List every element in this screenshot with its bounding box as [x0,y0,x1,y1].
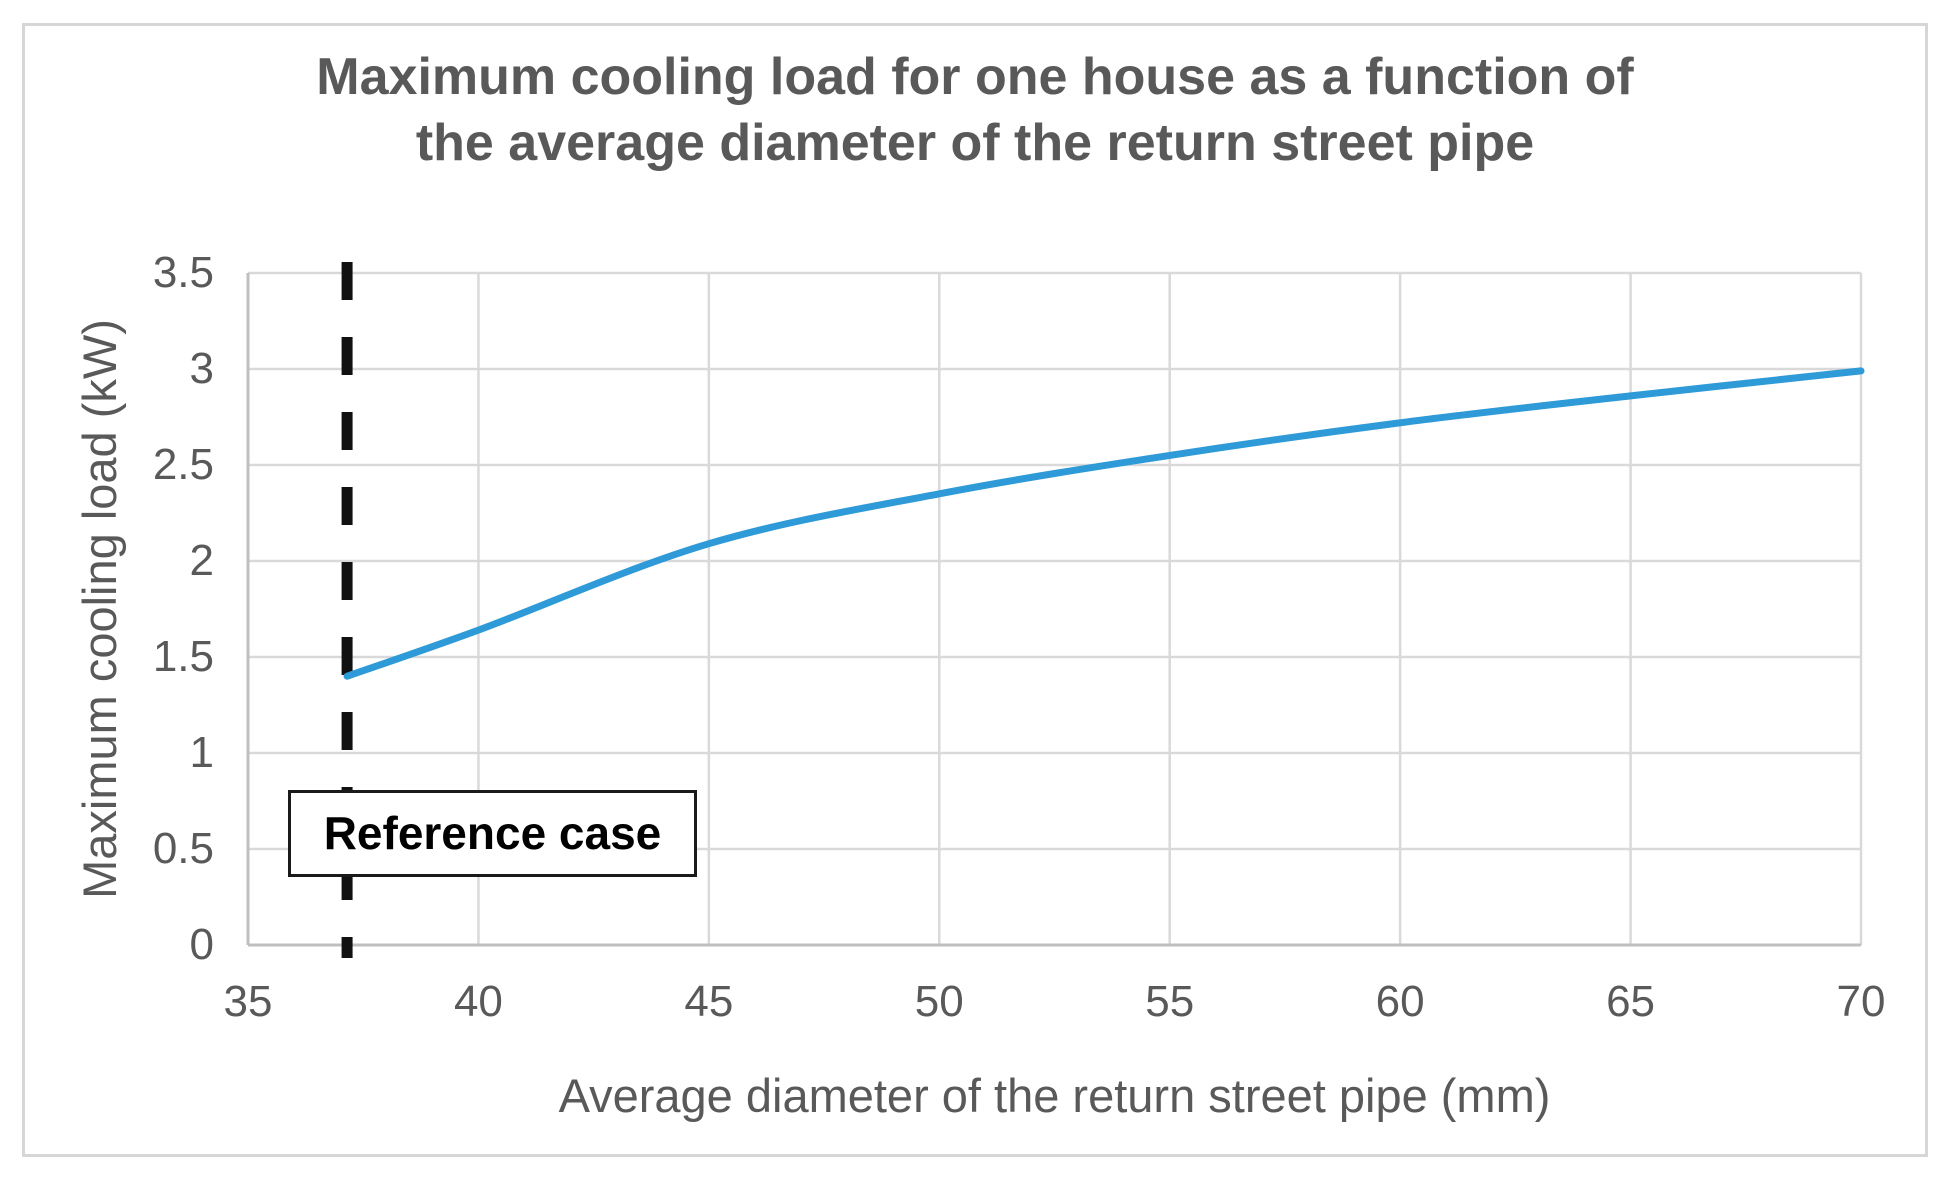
y-tick-label: 2.5 [152,440,214,489]
x-axis-title: Average diameter of the return street pi… [558,1069,1551,1122]
series-path [343,367,1865,680]
x-tick-label: 50 [914,977,964,1026]
series-line [343,367,1865,680]
y-axis-title: Maximum cooling load (kW) [73,319,126,899]
y-tick-label: 1.5 [152,632,214,681]
y-tick-label: 0 [189,920,214,969]
y-tick-label: 0.5 [152,824,214,873]
y-tick-label: 1 [189,728,214,777]
axis-lines [246,273,1861,947]
x-tick-label: 55 [1145,977,1195,1026]
chart-title-line-2: the average diameter of the return stree… [415,114,1535,172]
reference-case-box: Reference case [288,790,697,877]
y-tick-labels: 0 0.5 1 1.5 2 2.5 3 3.5 [0,0,214,1178]
reference-case-label: Reference case [323,807,662,859]
figure-border [22,23,1928,1157]
y-tick-label: 2 [189,536,214,585]
y-tick-label: 3 [189,344,214,393]
x-tick-label: 40 [453,977,503,1026]
y-tick-label: 3.5 [152,248,214,297]
x-tick-label: 60 [1375,977,1425,1026]
chart-title: Maximum cooling load for one house as a … [22,44,1928,176]
chart-title-line-1: Maximum cooling load for one house as a … [316,48,1634,106]
x-tick-label: 35 [223,977,273,1026]
x-tick-label: 65 [1606,977,1656,1026]
x-tick-label: 45 [684,977,734,1026]
x-tick-label: 70 [1836,977,1886,1026]
